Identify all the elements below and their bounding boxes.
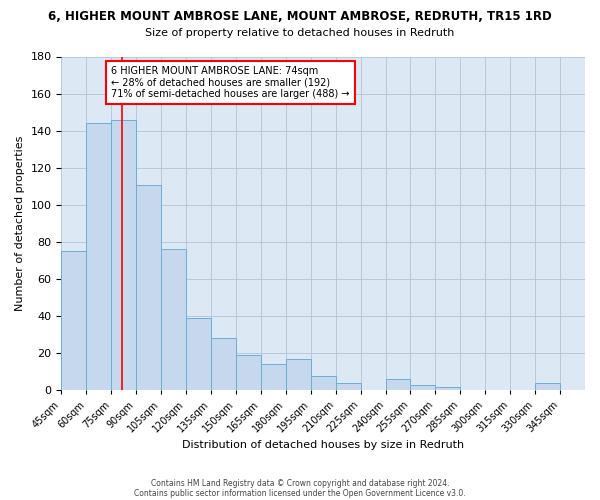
Bar [61, 252, 86, 390]
Y-axis label: Number of detached properties: Number of detached properties [15, 136, 25, 311]
Bar [211, 338, 236, 390]
Text: 6, HIGHER MOUNT AMBROSE LANE, MOUNT AMBROSE, REDRUTH, TR15 1RD: 6, HIGHER MOUNT AMBROSE LANE, MOUNT AMBR… [48, 10, 552, 23]
Bar [286, 359, 311, 390]
Text: Contains public sector information licensed under the Open Government Licence v3: Contains public sector information licen… [134, 488, 466, 498]
Bar [161, 250, 186, 390]
Bar [335, 383, 361, 390]
Bar [186, 318, 211, 390]
X-axis label: Distribution of detached houses by size in Redruth: Distribution of detached houses by size … [182, 440, 464, 450]
Bar [535, 383, 560, 390]
Bar [236, 355, 261, 390]
Bar [111, 120, 136, 390]
Bar [136, 184, 161, 390]
Bar [311, 376, 335, 390]
Bar [386, 380, 410, 390]
Text: 6 HIGHER MOUNT AMBROSE LANE: 74sqm
← 28% of detached houses are smaller (192)
71: 6 HIGHER MOUNT AMBROSE LANE: 74sqm ← 28%… [111, 66, 350, 99]
Text: Contains HM Land Registry data © Crown copyright and database right 2024.: Contains HM Land Registry data © Crown c… [151, 478, 449, 488]
Text: Size of property relative to detached houses in Redruth: Size of property relative to detached ho… [145, 28, 455, 38]
Bar [436, 386, 460, 390]
Bar [261, 364, 286, 390]
Bar [410, 385, 436, 390]
Bar [86, 124, 111, 390]
